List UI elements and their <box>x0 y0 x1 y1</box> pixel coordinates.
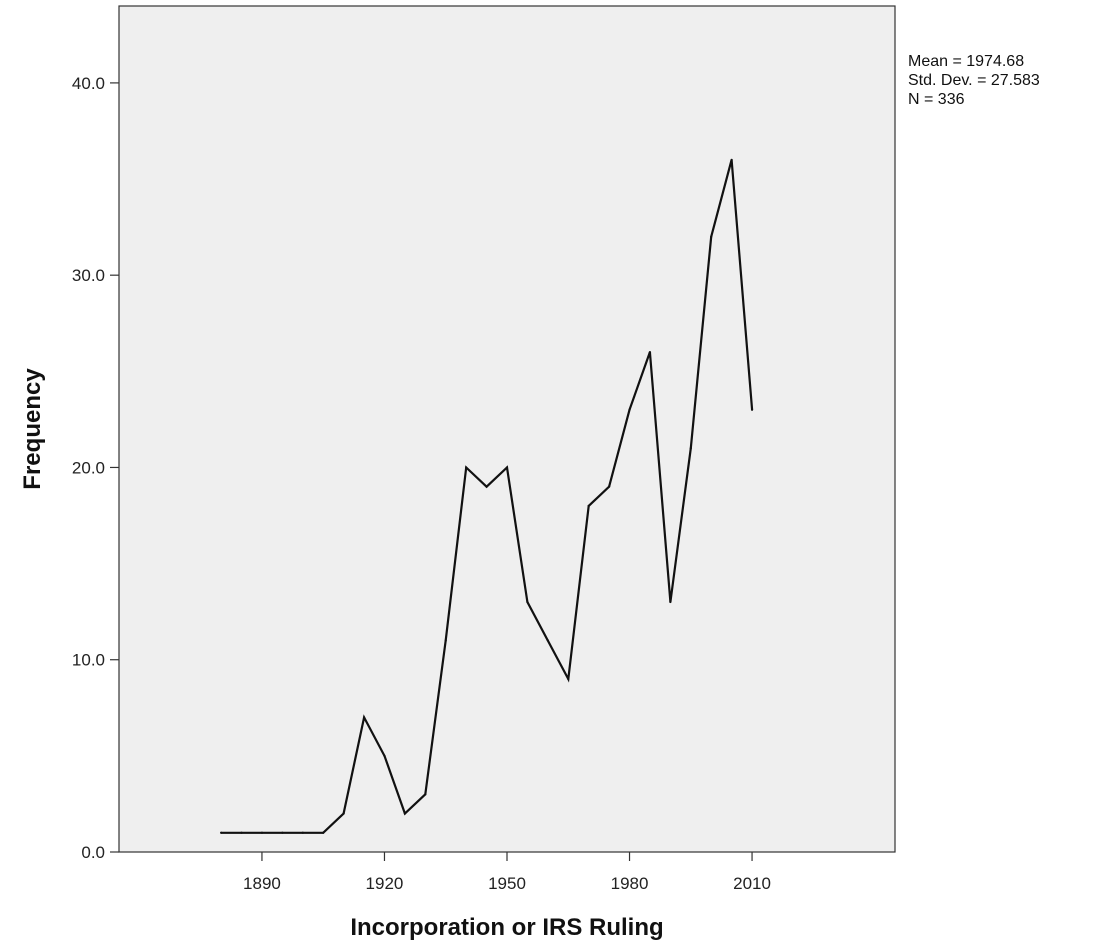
data-point <box>750 408 754 411</box>
data-point <box>546 639 549 642</box>
x-tick-label: 1920 <box>366 874 404 893</box>
stats-std-dev: Std. Dev. = 27.583 <box>908 72 1040 89</box>
data-point <box>342 812 345 815</box>
data-point <box>444 639 447 642</box>
data-point <box>587 504 590 508</box>
y-axis: 0.0 10.0 20.0 30.0 40.0 <box>72 74 119 862</box>
data-point <box>689 447 692 450</box>
data-point <box>322 831 325 834</box>
stats-n: N = 336 <box>908 91 965 108</box>
data-points <box>220 158 754 834</box>
data-point <box>526 600 529 604</box>
plot-area <box>118 5 896 853</box>
data-point <box>424 793 427 796</box>
data-point <box>730 158 733 161</box>
data-point <box>383 754 386 757</box>
x-tick-label: 1980 <box>611 874 649 893</box>
y-tick-label: 20.0 <box>72 458 105 477</box>
y-tick-label: 0.0 <box>81 843 105 862</box>
stats-mean: Mean = 1974.68 <box>908 53 1024 70</box>
data-point <box>465 466 468 469</box>
y-tick-label: 10.0 <box>72 651 105 670</box>
x-axis-title: Incorporation or IRS Ruling <box>350 914 663 941</box>
x-tick-label: 1950 <box>488 874 526 893</box>
data-point <box>485 485 488 488</box>
x-tick-label: 1890 <box>243 874 281 893</box>
data-point <box>628 408 631 411</box>
data-point <box>567 677 570 681</box>
data-point <box>260 831 264 834</box>
data-point <box>505 466 509 469</box>
data-point <box>240 831 243 834</box>
y-axis-title: Frequency <box>19 368 46 490</box>
stats-box: Mean = 1974.68 Std. Dev. = 27.583 N = 33… <box>908 53 1040 108</box>
data-point <box>608 485 611 488</box>
y-tick-label: 40.0 <box>72 74 105 93</box>
data-point <box>710 235 713 238</box>
y-tick-label: 30.0 <box>72 266 105 285</box>
data-point <box>648 350 652 354</box>
data-point <box>281 831 284 834</box>
data-point <box>301 831 304 834</box>
x-tick-label: 2010 <box>733 874 771 893</box>
data-point <box>362 716 366 719</box>
data-point <box>403 812 406 815</box>
data-point <box>669 600 672 604</box>
x-axis: 1890 1920 1950 1980 2010 <box>243 852 771 893</box>
data-point <box>220 831 223 834</box>
